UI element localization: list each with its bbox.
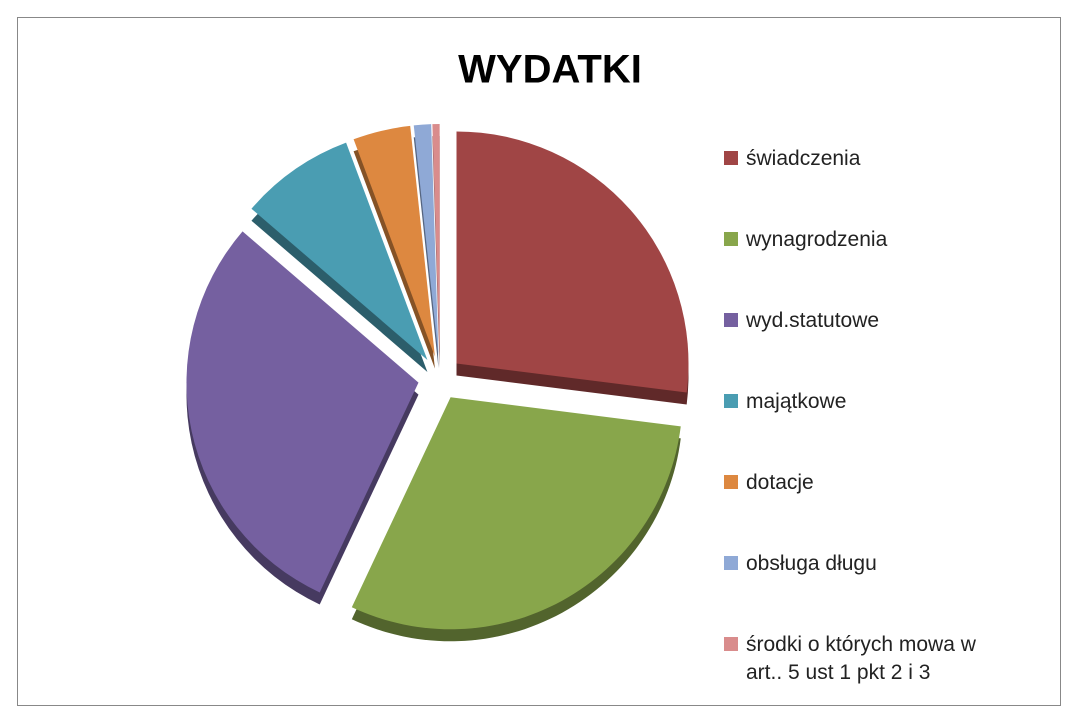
legend-label: dotacje bbox=[746, 471, 814, 494]
slice bbox=[413, 124, 439, 357]
legend-item: środki o których mowa w art.. 5 ust 1 pk… bbox=[724, 631, 996, 687]
slice bbox=[432, 124, 440, 357]
legend-item: wynagrodzenia bbox=[724, 226, 996, 254]
legend-label: majątkowe bbox=[746, 390, 847, 413]
legend-swatch bbox=[724, 475, 738, 489]
chart-frame bbox=[17, 17, 1061, 706]
legend-label: świadczenia bbox=[746, 147, 861, 170]
slice bbox=[353, 125, 435, 357]
slice bbox=[186, 231, 419, 593]
legend-item: wyd.statutowe bbox=[724, 307, 996, 335]
legend-swatch bbox=[724, 151, 738, 165]
legend-label: wynagrodzenia bbox=[746, 228, 888, 251]
legend-item: świadczenia bbox=[724, 145, 996, 173]
legend-swatch bbox=[724, 394, 738, 408]
legend-swatch bbox=[724, 232, 738, 246]
legend-item: majątkowe bbox=[724, 388, 996, 416]
chart-title: WYDATKI bbox=[458, 48, 642, 92]
slice bbox=[351, 397, 681, 630]
legend-swatch bbox=[724, 556, 738, 570]
slice bbox=[456, 131, 689, 393]
legend-item: obsługa długu bbox=[724, 550, 996, 578]
legend-item: dotacje bbox=[724, 469, 996, 497]
legend-label: obsługa długu bbox=[746, 552, 877, 575]
slice bbox=[251, 142, 428, 360]
legend-label: środki o których mowa w art.. 5 ust 1 pk… bbox=[746, 633, 976, 684]
legend-swatch bbox=[724, 637, 738, 651]
legend-label: wyd.statutowe bbox=[746, 309, 880, 332]
legend-swatch bbox=[724, 313, 738, 327]
